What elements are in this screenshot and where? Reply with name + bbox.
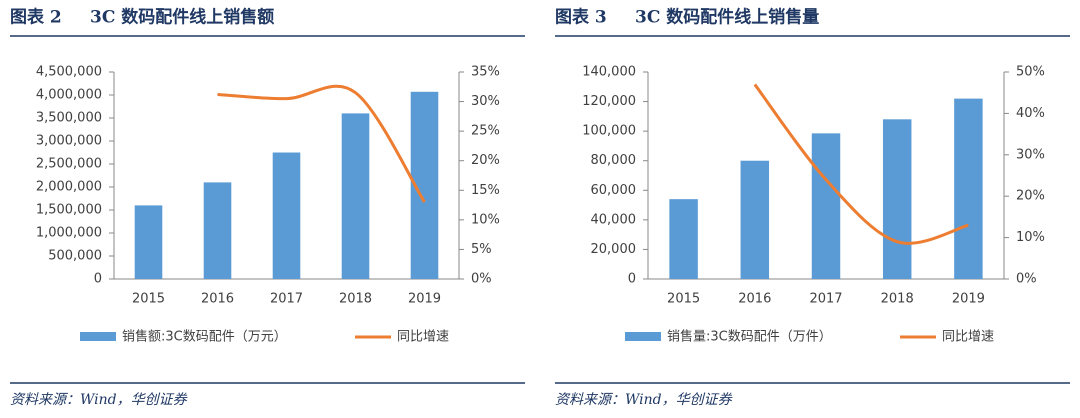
legend-swatch bbox=[80, 332, 116, 341]
y2-tick-label: 20% bbox=[471, 153, 500, 168]
x-tick-label: 2019 bbox=[952, 292, 985, 307]
bar bbox=[134, 205, 163, 279]
y2-tick-label: 5% bbox=[471, 242, 492, 257]
bar bbox=[954, 98, 983, 279]
x-tick-label: 2015 bbox=[132, 292, 165, 307]
y2-tick-label: 20% bbox=[1016, 189, 1045, 204]
legend-label: 同比增速 bbox=[942, 330, 994, 345]
x-tick-label: 2018 bbox=[339, 292, 372, 307]
y2-tick-label: 0% bbox=[1016, 272, 1037, 287]
y-tick-label: 100,000 bbox=[582, 124, 636, 139]
figure-label: 图表 3 bbox=[555, 7, 607, 28]
bar bbox=[811, 133, 841, 279]
y-tick-label: 80,000 bbox=[591, 153, 637, 168]
x-tick-label: 2016 bbox=[738, 292, 771, 307]
y2-tick-label: 30% bbox=[471, 94, 500, 109]
source: 资料来源：Wind，华创证券 bbox=[555, 392, 733, 408]
y-tick-label: 60,000 bbox=[591, 183, 637, 198]
x-tick-label: 2015 bbox=[667, 292, 700, 307]
y-tick-label: 0 bbox=[94, 272, 102, 287]
y-tick-label: 4,500,000 bbox=[36, 65, 102, 80]
y-tick-label: 3,500,000 bbox=[36, 111, 102, 126]
bar bbox=[203, 182, 232, 279]
y-tick-label: 0 bbox=[628, 272, 636, 287]
x-tick-label: 2018 bbox=[881, 292, 914, 307]
x-tick-label: 2017 bbox=[809, 292, 842, 307]
x-tick-label: 2016 bbox=[201, 292, 234, 307]
y2-tick-label: 50% bbox=[1016, 65, 1045, 80]
line bbox=[217, 84, 426, 203]
y2-tick-label: 10% bbox=[471, 212, 500, 227]
figure-label: 图表 2 bbox=[10, 7, 62, 28]
y2-tick-label: 10% bbox=[1016, 230, 1045, 245]
y2-tick-label: 15% bbox=[471, 183, 500, 198]
line bbox=[753, 83, 969, 245]
y2-tick-label: 0% bbox=[471, 272, 492, 287]
legend-label: 同比增速 bbox=[397, 330, 449, 345]
legend-swatch bbox=[625, 332, 661, 341]
y-tick-label: 3,000,000 bbox=[36, 134, 102, 149]
y2-tick-label: 30% bbox=[1016, 147, 1045, 162]
bar bbox=[669, 199, 698, 279]
bar bbox=[882, 119, 912, 279]
chart-title: 3C 数码配件线上销售额 bbox=[90, 7, 274, 28]
y-tick-label: 500,000 bbox=[48, 249, 102, 264]
y-tick-label: 140,000 bbox=[582, 65, 636, 80]
x-tick-label: 2017 bbox=[270, 292, 303, 307]
x-tick-label: 2019 bbox=[408, 292, 441, 307]
y-tick-label: 1,000,000 bbox=[36, 226, 102, 241]
y-tick-label: 120,000 bbox=[582, 94, 636, 109]
chart-title: 3C 数码配件线上销售量 bbox=[635, 7, 819, 28]
legend-label: 销售量:3C数码配件（万件） bbox=[667, 329, 832, 345]
bar bbox=[740, 160, 770, 279]
bar bbox=[272, 152, 301, 279]
source: 资料来源：Wind，华创证券 bbox=[10, 392, 188, 408]
bar bbox=[341, 113, 370, 280]
y2-tick-label: 25% bbox=[471, 124, 500, 139]
y-tick-label: 2,500,000 bbox=[36, 157, 102, 172]
y-tick-label: 2,000,000 bbox=[36, 180, 102, 195]
y2-tick-label: 40% bbox=[1016, 106, 1045, 121]
legend-label: 销售额:3C数码配件（万元） bbox=[122, 329, 287, 345]
y-tick-label: 1,500,000 bbox=[36, 203, 102, 218]
y2-tick-label: 35% bbox=[471, 65, 500, 80]
y-tick-label: 4,000,000 bbox=[36, 88, 102, 103]
y-tick-label: 40,000 bbox=[591, 212, 637, 227]
y-tick-label: 20,000 bbox=[591, 242, 637, 257]
